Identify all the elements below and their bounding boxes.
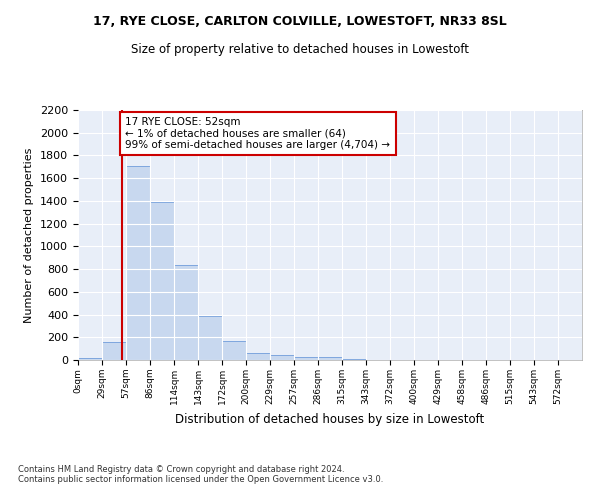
Y-axis label: Number of detached properties: Number of detached properties xyxy=(25,148,34,322)
Text: Distribution of detached houses by size in Lowestoft: Distribution of detached houses by size … xyxy=(175,412,485,426)
Text: 17, RYE CLOSE, CARLTON COLVILLE, LOWESTOFT, NR33 8SL: 17, RYE CLOSE, CARLTON COLVILLE, LOWESTO… xyxy=(93,15,507,28)
Bar xyxy=(270,356,294,360)
Bar xyxy=(246,352,270,360)
Bar xyxy=(222,341,246,360)
Bar xyxy=(198,316,222,360)
Text: Contains HM Land Registry data © Crown copyright and database right 2024.
Contai: Contains HM Land Registry data © Crown c… xyxy=(18,465,383,484)
Text: Size of property relative to detached houses in Lowestoft: Size of property relative to detached ho… xyxy=(131,42,469,56)
Bar xyxy=(102,342,126,360)
Bar xyxy=(174,265,198,360)
Bar xyxy=(78,358,102,360)
Bar xyxy=(318,356,342,360)
Text: 17 RYE CLOSE: 52sqm
← 1% of detached houses are smaller (64)
99% of semi-detache: 17 RYE CLOSE: 52sqm ← 1% of detached hou… xyxy=(125,117,391,150)
Bar xyxy=(294,356,318,360)
Bar xyxy=(126,166,150,360)
Bar xyxy=(150,202,174,360)
